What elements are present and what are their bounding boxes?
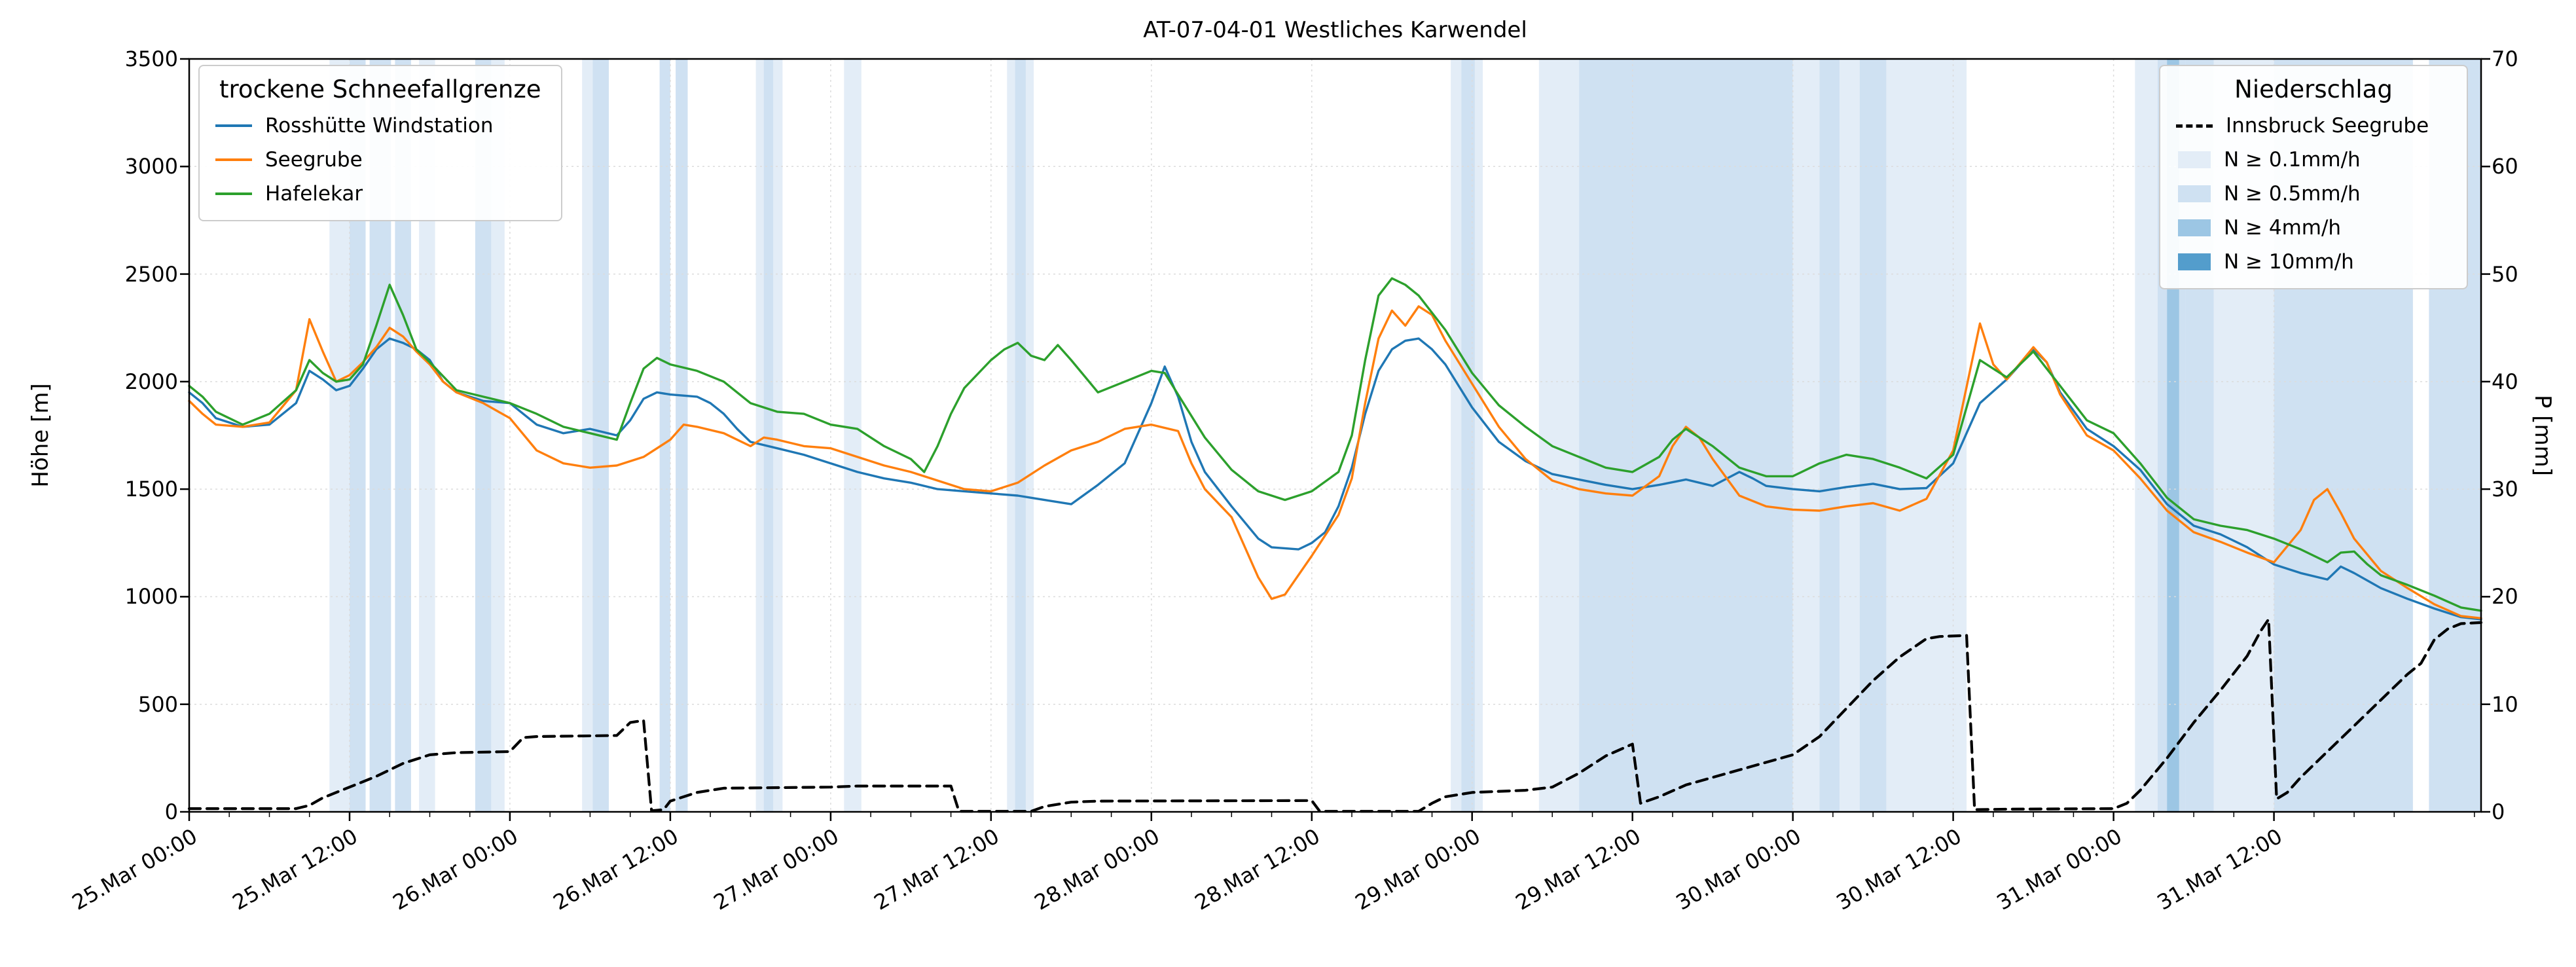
y-tick-label-left: 0 (164, 799, 178, 824)
legend-label: Hafelekar (265, 182, 363, 206)
y-tick-label-left: 3000 (124, 154, 178, 179)
series-line-3 (187, 617, 2483, 813)
seegrube-line-swatch-icon (215, 158, 252, 161)
legend-snowline-title: trockene Schneefallgrenze (219, 75, 541, 103)
hafelekar-line-swatch-icon (215, 192, 252, 195)
y-tick-label-left: 1500 (124, 477, 178, 502)
y-tick-label-right: 30 (2492, 477, 2518, 502)
legend-label: N ≥ 0.1mm/h (2224, 148, 2361, 172)
y-axis-label-left: Höhe [m] (27, 383, 54, 488)
y-tick-label-right: 60 (2492, 154, 2518, 179)
legend-item-hafelekar: Hafelekar (215, 177, 545, 211)
precip-band (582, 59, 593, 812)
precip-band (1840, 59, 1860, 812)
legend-item-innsbruck-seegrube: Innsbruck Seegrube (2176, 109, 2451, 143)
legend-item-rosshuette: Rosshütte Windstation (215, 109, 545, 143)
band-swatch-10-icon (2178, 253, 2211, 270)
series-line-1 (188, 305, 2482, 619)
y-tick-label-right: 0 (2492, 799, 2505, 824)
y-tick-label-right: 20 (2492, 584, 2518, 610)
y-tick-label-right: 10 (2492, 691, 2518, 717)
band-swatch-01-icon (2178, 151, 2211, 168)
y-axis-label-right: P [mm] (2530, 394, 2556, 477)
y-tick-label-right: 70 (2492, 46, 2518, 71)
precip-band (1538, 59, 1579, 812)
y-tick-label-left: 2000 (124, 369, 178, 394)
precip-band (1579, 59, 1793, 812)
precip-band (1886, 59, 1967, 812)
legend-snowline: trockene Schneefallgrenze Rosshütte Wind… (198, 65, 562, 221)
legend-item-band-4: N ≥ 4mm/h (2176, 211, 2451, 245)
legend-item-seegrube: Seegrube (215, 143, 545, 177)
axes-frame (188, 58, 2482, 813)
legend-item-band-10: N ≥ 10mm/h (2176, 245, 2451, 279)
y-tick-label-right: 40 (2492, 369, 2518, 394)
precip-band (1015, 59, 1026, 812)
precip-band (491, 59, 505, 812)
dashed-line-swatch-icon (2176, 124, 2213, 128)
precip-band (1819, 59, 1840, 812)
precip-band (844, 59, 862, 812)
legend-label: N ≥ 0.5mm/h (2224, 182, 2361, 206)
legend-label: Rosshütte Windstation (265, 114, 494, 137)
precip-band (1792, 59, 1820, 812)
y-tick-label-left: 3500 (124, 46, 178, 71)
precip-band (1859, 59, 1887, 812)
precip-band (676, 59, 688, 812)
rosshuette-line-swatch-icon (215, 124, 252, 127)
precip-band (2135, 59, 2158, 812)
legend-label: Seegrube (265, 148, 363, 172)
precip-band (1461, 59, 1475, 812)
y-tick-label-left: 500 (137, 691, 178, 717)
legend-item-band-01: N ≥ 0.1mm/h (2176, 143, 2451, 177)
legend-label: Innsbruck Seegrube (2226, 114, 2429, 137)
legend-label: N ≥ 4mm/h (2224, 216, 2342, 240)
band-swatch-4-icon (2178, 219, 2211, 236)
series-line-2 (188, 277, 2482, 612)
y-tick-label-left: 2500 (124, 261, 178, 287)
legend-precip-title: Niederschlag (2234, 75, 2393, 103)
band-swatch-05-icon (2178, 185, 2211, 202)
legend-precip: Niederschlag Innsbruck Seegrube N ≥ 0.1m… (2159, 65, 2468, 289)
y-tick-label-right: 50 (2492, 261, 2518, 287)
chart-title: AT-07-04-01 Westliches Karwendel (1143, 17, 1527, 43)
precip-band (763, 59, 774, 812)
precip-band (659, 59, 670, 812)
y-tick-label-left: 1000 (124, 584, 178, 610)
legend-label: N ≥ 10mm/h (2224, 250, 2354, 274)
legend-item-band-05: N ≥ 0.5mm/h (2176, 177, 2451, 211)
